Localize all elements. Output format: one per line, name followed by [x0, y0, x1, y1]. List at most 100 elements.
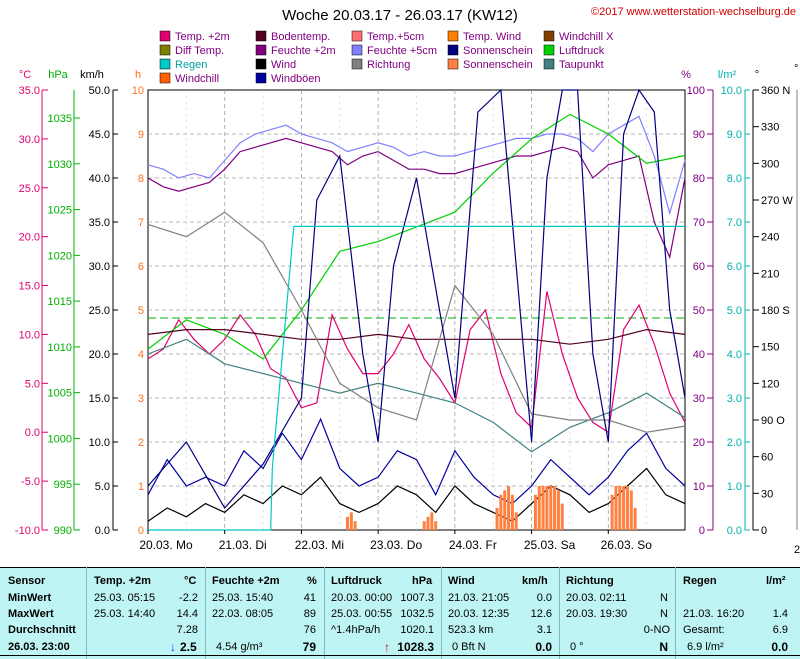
- temp-min-time: 25.03. 05:15: [94, 592, 156, 604]
- temp-trend-arrow: ↓: [170, 640, 176, 654]
- tick-label-humidity: 80: [693, 173, 705, 185]
- sunshine-bar: [560, 503, 564, 530]
- series-line-wind: [147, 467, 686, 522]
- tick-label-rain: 10.0: [721, 85, 742, 97]
- tick-label-sun: 5: [138, 305, 144, 317]
- x-tick-label: 22.03. Mi: [295, 538, 344, 552]
- legend-swatch: [255, 72, 267, 84]
- legend-label: Feuchte +5cm: [367, 45, 437, 57]
- sunshine-bar: [545, 486, 549, 530]
- chart-legend: Temp. +2m Bodentemp. Temp.+5cm Temp. Wind Wi…: [159, 30, 614, 85]
- regen-total-value: 6.9: [772, 624, 788, 636]
- axis-unit-pressure: hPa: [48, 69, 68, 81]
- sunshine-bar: [434, 521, 438, 530]
- stats-header-druck-unit: hPa: [412, 575, 433, 587]
- tick-label-wind: 40.0: [89, 173, 110, 185]
- regen-current-label: 6.9 l/m²: [687, 641, 724, 653]
- tick-label-humidity: 10: [693, 481, 705, 493]
- regen-total-label: Gesamt:: [683, 624, 725, 636]
- tick-label-sun: 4: [138, 349, 144, 361]
- feuchte-current-value: 79: [302, 640, 316, 654]
- stats-header-regen-unit: l/m²: [766, 575, 786, 587]
- legend-label: Windböen: [271, 73, 321, 85]
- sunshine-bar: [622, 486, 626, 530]
- tick-label-sun: 9: [138, 129, 144, 141]
- x-tick-label: 21.03. Di: [219, 538, 267, 552]
- sunshine-bar: [349, 512, 353, 530]
- tick-label-wind: 25.0: [89, 305, 110, 317]
- temp-min-value: -2.2: [179, 592, 198, 604]
- stats-label-max: MaxWert: [8, 608, 54, 620]
- druck-avg-value: 1020.1: [400, 624, 434, 636]
- series-line-regen: [148, 225, 685, 531]
- stats-header-druck: Luftdruck: [331, 575, 382, 587]
- tick-label-rain: 6.0: [727, 261, 742, 273]
- tick-label-direction: 120: [761, 378, 779, 390]
- wind-min-value: 0.0: [536, 592, 552, 604]
- tick-label-temp: 10.0: [19, 329, 40, 341]
- legend-label: Bodentemp.: [271, 31, 330, 43]
- legend-swatch: [351, 58, 363, 70]
- x-tick-label: 23.03. Do: [370, 538, 422, 552]
- series-line-feuchte-2m: [147, 137, 686, 260]
- feuchte-abs-humidity: 4.54 g/m³: [216, 641, 263, 653]
- richtung-min-value: N: [660, 592, 668, 604]
- tick-label-sun: 2: [138, 437, 144, 449]
- sunshine-bar: [533, 494, 537, 530]
- richtung-min-time: 20.03. 02:11: [566, 592, 627, 604]
- legend-swatch: [159, 30, 171, 42]
- tick-label-pressure: 990: [54, 525, 72, 537]
- tick-label-pressure: 1030: [48, 159, 72, 171]
- stats-header-richtung: Richtung: [566, 575, 614, 587]
- tick-label-pressure: 1005: [48, 388, 72, 400]
- legend-label: Diff Temp.: [175, 45, 224, 57]
- sunshine-bar: [625, 486, 629, 530]
- sunshine-bar: [353, 521, 357, 530]
- sunshine-bar: [426, 516, 430, 530]
- tick-label-humidity: 90: [693, 129, 705, 141]
- stats-header-wind: Wind: [448, 575, 475, 587]
- sunshine-bar: [618, 486, 622, 530]
- legend-swatch: [159, 44, 171, 56]
- series-line-windb-en: [147, 417, 686, 505]
- axis-unit-wind: km/h: [80, 69, 104, 81]
- stats-header-wind-unit: km/h: [522, 575, 548, 587]
- temp-avg-value: 7.28: [176, 624, 198, 636]
- legend-label: Richtung: [367, 59, 410, 71]
- regen-max-time: 21.03. 16:20: [683, 608, 745, 620]
- wind-distance: 523.3 km: [448, 624, 494, 636]
- druck-trend-label: ^1.4hPa/h: [331, 624, 381, 636]
- feuchte-max-value: 89: [303, 608, 316, 620]
- tick-label-rain: 2.0: [727, 437, 742, 449]
- stats-header-temp: Temp. +2m: [94, 575, 151, 587]
- tick-label-pressure: 1035: [48, 113, 72, 125]
- legend-swatch: [255, 58, 267, 70]
- legend-swatch: [159, 58, 171, 70]
- chart-series: [147, 88, 686, 531]
- feuchte-min-value: 41: [303, 592, 316, 604]
- legend-label: Feuchte +2m: [271, 45, 336, 57]
- tick-label-temp: -10.0: [15, 525, 40, 537]
- sunshine-bar: [633, 508, 637, 530]
- x-tick-label: 26.03. So: [601, 538, 653, 552]
- sunshine-bar: [495, 508, 499, 530]
- tick-label-sun: 6: [138, 261, 144, 273]
- wind-max-value: 12.6: [530, 608, 552, 620]
- legend-swatch: [351, 44, 363, 56]
- sunshine-bar: [499, 494, 503, 530]
- tick-label-humidity: 100: [687, 85, 705, 97]
- tick-label-temp: 0.0: [25, 427, 40, 439]
- regen-current-value: 0.0: [771, 640, 788, 654]
- legend-label: Sonnenschein: [463, 59, 533, 71]
- richtung-max-time: 20.03. 19:30: [566, 608, 628, 620]
- tick-label-direction: 210: [761, 268, 779, 280]
- temp-max-time: 25.03. 14:40: [94, 608, 156, 620]
- partial-axis-label: 26: [794, 544, 800, 556]
- richtung-current-value: N: [659, 640, 668, 654]
- legend-swatch: [159, 72, 171, 84]
- feuchte-avg-value: 76: [303, 624, 316, 636]
- axis-unit-rain: l/m²: [718, 69, 737, 81]
- legend-label: Windchill X: [559, 31, 614, 43]
- tick-label-rain: 4.0: [727, 349, 742, 361]
- axis-unit-temp: °C: [19, 69, 31, 81]
